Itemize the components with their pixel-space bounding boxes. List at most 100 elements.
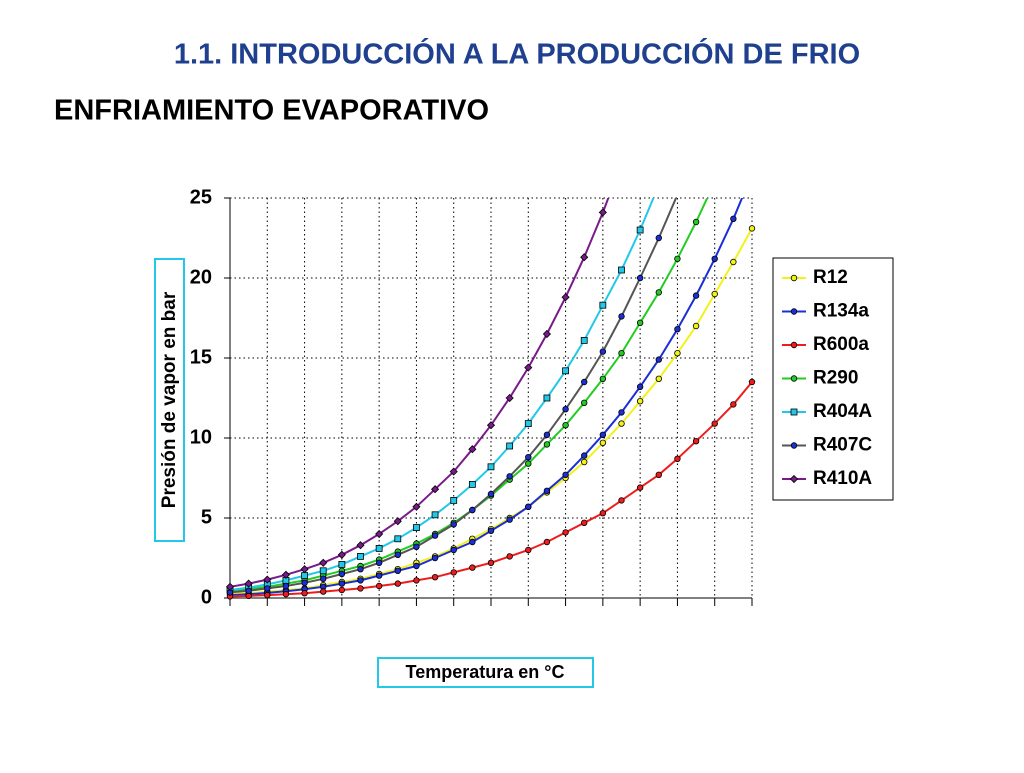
- marker: [525, 546, 532, 554]
- marker: [543, 431, 551, 438]
- marker: [357, 566, 364, 573]
- marker: [543, 441, 551, 448]
- marker: [599, 431, 607, 438]
- marker: [300, 565, 309, 574]
- x-axis-label: Temperatura en °C: [406, 662, 565, 682]
- marker: [263, 575, 272, 584]
- marker: [525, 460, 532, 467]
- legend-label: R12: [813, 267, 848, 288]
- plot-area: [226, 159, 756, 600]
- marker: [711, 420, 718, 427]
- marker: [468, 480, 476, 488]
- marker: [790, 274, 798, 282]
- marker: [375, 545, 383, 552]
- marker: [245, 587, 252, 594]
- marker: [525, 454, 532, 461]
- y-tick-label: 25: [190, 186, 212, 208]
- marker: [730, 215, 737, 222]
- marker: [319, 558, 328, 567]
- marker: [226, 582, 235, 591]
- marker: [655, 471, 662, 478]
- marker: [790, 308, 798, 315]
- marker: [618, 313, 625, 320]
- marker: [469, 506, 476, 514]
- marker: [655, 289, 662, 296]
- marker: [618, 266, 625, 274]
- marker: [674, 326, 681, 333]
- marker: [789, 474, 799, 484]
- marker: [543, 394, 551, 402]
- marker: [599, 510, 607, 517]
- marker: [675, 192, 681, 198]
- marker: [692, 322, 700, 330]
- marker: [301, 572, 308, 579]
- marker: [525, 503, 532, 510]
- marker: [431, 532, 439, 539]
- marker: [618, 420, 625, 427]
- marker: [524, 363, 533, 372]
- marker: [469, 538, 476, 546]
- series-line: [229, 227, 753, 595]
- marker: [749, 171, 755, 177]
- marker: [581, 458, 588, 466]
- marker: [790, 375, 798, 382]
- marker: [618, 497, 625, 504]
- series-line: [229, 198, 610, 588]
- y-tick-label: 0: [201, 586, 212, 608]
- marker: [790, 408, 798, 416]
- marker: [264, 591, 271, 599]
- marker: [599, 348, 607, 355]
- marker: [581, 452, 588, 459]
- marker: [618, 350, 625, 357]
- marker: [748, 378, 756, 386]
- marker: [730, 258, 737, 266]
- legend-label: R600a: [813, 334, 869, 355]
- marker: [394, 580, 401, 587]
- marker: [487, 463, 495, 471]
- marker: [506, 473, 513, 480]
- marker: [393, 517, 402, 526]
- marker: [542, 329, 551, 339]
- marker: [450, 496, 458, 504]
- marker: [655, 356, 662, 363]
- marker: [320, 588, 327, 595]
- marker: [413, 562, 420, 570]
- marker: [357, 553, 364, 560]
- marker: [282, 582, 290, 590]
- marker: [468, 445, 477, 454]
- legend-label: R134a: [813, 301, 869, 322]
- marker: [486, 421, 496, 430]
- marker: [674, 255, 681, 262]
- marker: [790, 341, 798, 349]
- marker: [301, 579, 308, 586]
- marker: [394, 567, 401, 574]
- y-label-box: [154, 258, 185, 542]
- x-label-box: [377, 657, 594, 688]
- marker: [449, 467, 458, 476]
- marker: [581, 399, 588, 406]
- y-tick-label: 20: [190, 266, 212, 288]
- marker: [655, 375, 662, 382]
- marker: [636, 274, 644, 282]
- marker: [692, 292, 700, 299]
- legend-label: R290: [813, 368, 858, 389]
- marker: [636, 484, 644, 491]
- marker: [505, 393, 514, 403]
- marker: [338, 561, 346, 568]
- marker: [337, 550, 346, 559]
- marker: [412, 502, 421, 511]
- marker: [469, 564, 476, 571]
- marker: [562, 367, 569, 375]
- slide-subtitle: ENFRIAMIENTO EVAPORATIVO: [54, 95, 489, 127]
- marker: [655, 234, 662, 242]
- marker: [618, 159, 625, 166]
- marker: [561, 293, 570, 302]
- marker: [281, 570, 290, 579]
- marker: [562, 471, 569, 478]
- marker: [506, 516, 513, 523]
- marker: [506, 553, 513, 560]
- marker: [581, 519, 588, 526]
- marker: [790, 442, 798, 449]
- marker: [712, 179, 718, 185]
- marker: [487, 490, 495, 498]
